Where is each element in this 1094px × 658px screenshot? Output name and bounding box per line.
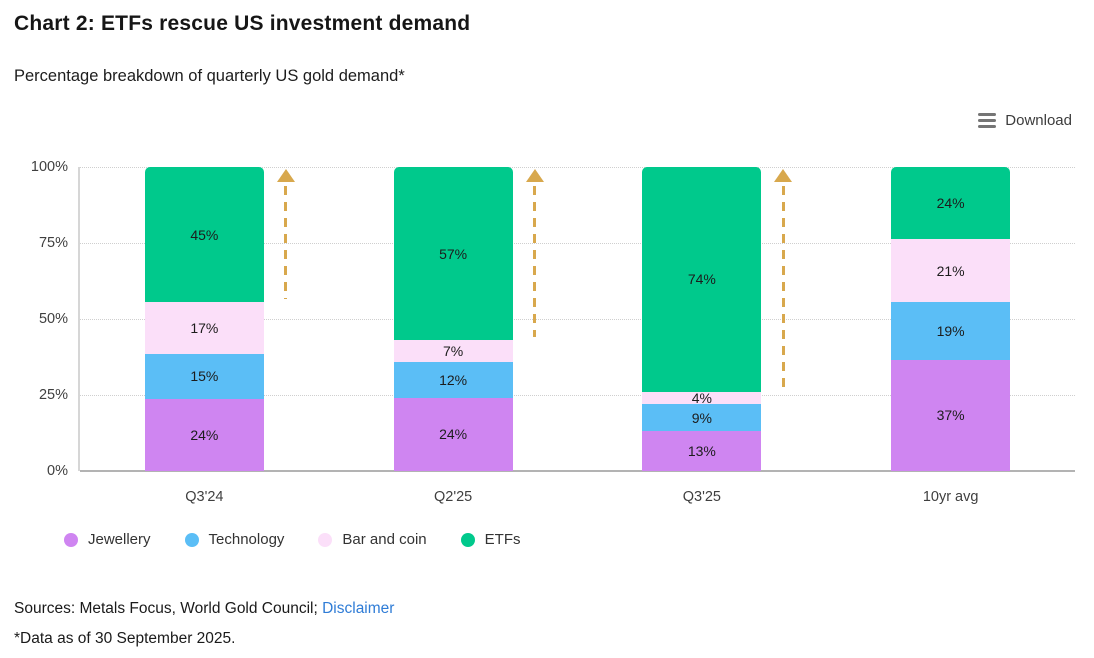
legend-swatch-icon xyxy=(64,532,78,547)
download-button[interactable]: Download xyxy=(978,112,1072,129)
segment-value-label: 24% xyxy=(439,426,468,443)
hamburger-menu-icon xyxy=(978,112,997,129)
segment-value-label: 74% xyxy=(687,271,716,288)
x-axis-label-q324: Q3'24 xyxy=(185,489,224,505)
segment-bar-and-coin[interactable]: 4% xyxy=(642,390,762,407)
legend-item-etfs[interactable]: ETFs xyxy=(460,531,521,548)
segment-etfs[interactable]: 57% xyxy=(393,167,513,341)
growth-arrow-icon xyxy=(276,169,295,300)
x-axis-line xyxy=(80,470,1075,472)
stacked-bar-10yravg[interactable]: 24% 21% 19% 37% xyxy=(891,167,1011,471)
legend-label: Jewellery xyxy=(88,531,151,548)
x-axis-label-q325: Q3'25 xyxy=(682,489,721,505)
segment-value-label: 57% xyxy=(439,245,468,262)
segment-jewellery[interactable]: 24% xyxy=(393,398,513,471)
y-tick-label: 25% xyxy=(38,387,68,403)
segment-bar-and-coin[interactable]: 21% xyxy=(891,239,1011,303)
gridline-100 xyxy=(80,167,1075,168)
segment-technology[interactable]: 15% xyxy=(144,353,264,399)
legend-swatch-icon xyxy=(318,532,333,547)
y-tick-label: 100% xyxy=(30,159,68,175)
footnote-text: *Data as of 30 September 2025. xyxy=(14,630,236,647)
legend-label: Bar and coin xyxy=(342,531,427,548)
segment-jewellery[interactable]: 37% xyxy=(891,359,1011,471)
stacked-bar-q225[interactable]: 57% 7% 12% 24% xyxy=(393,167,513,471)
legend-swatch-icon xyxy=(184,532,199,547)
growth-arrow-icon xyxy=(774,169,793,389)
legend-label: ETFs xyxy=(484,531,521,548)
plot-area: 0% 25% 50% 75% 100% 45% 17% 15% 24% Q3'24 57% 7% 12%… xyxy=(31,159,1075,505)
segment-value-label: 21% xyxy=(936,262,965,279)
y-tick-label: 75% xyxy=(38,235,68,251)
download-button-label: Download xyxy=(1005,112,1072,129)
segment-value-label: 15% xyxy=(190,368,219,385)
segment-value-label: 45% xyxy=(190,226,219,243)
sources-prefix: Sources: Metals Focus, World Gold Counci… xyxy=(14,600,323,617)
stacked-bar-q325[interactable]: 74% 4% 9% 13% xyxy=(642,167,762,471)
legend-swatch-icon xyxy=(460,532,475,547)
segment-value-label: 24% xyxy=(936,195,965,212)
segment-etfs[interactable]: 24% xyxy=(891,167,1011,240)
gridline-75 xyxy=(80,243,1075,244)
segment-value-label: 37% xyxy=(936,407,965,424)
y-tick-label: 0% xyxy=(47,463,68,479)
segment-etfs[interactable]: 45% xyxy=(144,167,264,303)
stacked-bar-q324[interactable]: 45% 17% 15% 24% xyxy=(144,167,264,471)
segment-value-label: 19% xyxy=(936,323,965,340)
segment-bar-and-coin[interactable]: 7% xyxy=(393,340,513,362)
gridline-50 xyxy=(80,319,1075,320)
chart-subtitle: Percentage breakdown of quarterly US gol… xyxy=(14,67,405,85)
legend-item-technology[interactable]: Technology xyxy=(184,531,285,548)
segment-value-label: 9% xyxy=(691,409,712,426)
segment-etfs[interactable]: 74% xyxy=(642,167,762,392)
segment-value-label: 12% xyxy=(439,371,468,388)
y-tick-label: 50% xyxy=(38,311,68,327)
legend-item-jewellery[interactable]: Jewellery xyxy=(64,531,151,548)
growth-arrow-icon xyxy=(525,169,544,338)
segment-value-label: 17% xyxy=(190,320,219,337)
segment-jewellery[interactable]: 13% xyxy=(642,431,762,471)
x-axis-label-q225: Q2'25 xyxy=(434,489,473,505)
segment-value-label: 4% xyxy=(691,390,712,407)
y-axis-line xyxy=(78,167,80,471)
segment-bar-and-coin[interactable]: 17% xyxy=(144,302,264,354)
x-axis-label-10yravg: 10yr avg xyxy=(922,489,979,505)
segment-value-label: 24% xyxy=(190,426,219,443)
segment-value-label: 7% xyxy=(443,342,464,359)
disclaimer-link[interactable]: Disclaimer xyxy=(322,600,395,617)
chart-title: Chart 2: ETFs rescue US investment deman… xyxy=(14,12,471,35)
sources-text: Sources: Metals Focus, World Gold Counci… xyxy=(14,600,394,618)
segment-technology[interactable]: 19% xyxy=(891,302,1011,360)
segment-value-label: 13% xyxy=(687,443,716,460)
chart-legend: Jewellery Technology Bar and coin ETFs xyxy=(64,531,521,548)
legend-label: Technology xyxy=(208,531,285,548)
segment-technology[interactable]: 12% xyxy=(393,361,513,398)
legend-item-bar-and-coin[interactable]: Bar and coin xyxy=(318,531,427,548)
segment-technology[interactable]: 9% xyxy=(642,404,762,432)
segment-jewellery[interactable]: 24% xyxy=(144,398,264,471)
gridline-25 xyxy=(80,395,1075,396)
